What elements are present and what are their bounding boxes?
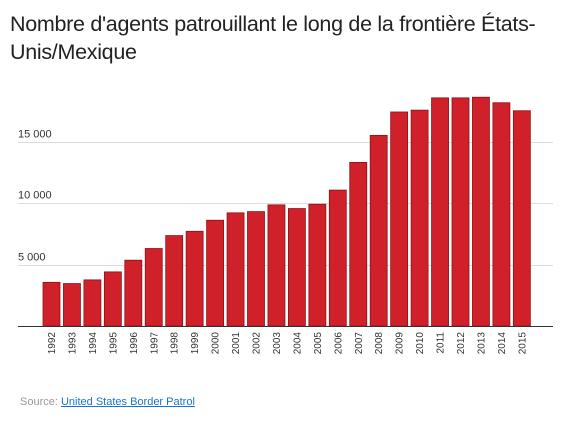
bars <box>42 96 531 327</box>
bar <box>287 208 306 327</box>
x-tick-label: 1996 <box>129 332 140 355</box>
x-tick-label: 2002 <box>252 332 263 355</box>
bar <box>410 109 429 327</box>
y-tick-label: 5 000 <box>18 252 46 264</box>
bar <box>431 97 449 327</box>
bar <box>185 230 204 327</box>
x-tick-label: 2001 <box>231 332 242 355</box>
bar <box>63 283 81 327</box>
bar <box>144 248 163 327</box>
x-tick-label: 1998 <box>170 332 181 355</box>
bar <box>472 96 490 327</box>
chart-title: Nombre d'agents patrouillant le long de … <box>10 12 536 64</box>
x-tick-label: 1999 <box>190 332 201 355</box>
x-tick-label: 2000 <box>211 332 222 355</box>
x-tick-label: 2009 <box>395 332 406 355</box>
x-tick-label: 1992 <box>47 332 58 355</box>
x-tick-label: 1995 <box>108 332 119 355</box>
y-tick-label: 15 000 <box>18 129 52 141</box>
bar <box>512 110 531 327</box>
x-tick-label: 2015 <box>517 332 528 355</box>
x-tick-label: 2003 <box>272 332 283 355</box>
bar <box>165 235 184 327</box>
bar <box>328 189 347 327</box>
x-tick-label: 1994 <box>88 332 99 355</box>
x-tick-label: 2008 <box>374 332 385 355</box>
x-tick-label: 2013 <box>476 332 487 355</box>
x-axis-tick-labels: 1992 1993 1994 1995 1996 1997 1998 1999 2000 2001… <box>47 332 528 355</box>
x-tick-label: 1997 <box>149 332 160 355</box>
bar <box>390 111 409 327</box>
x-tick-label: 2005 <box>313 332 324 355</box>
x-tick-label: 2004 <box>292 332 303 355</box>
bar <box>492 102 511 327</box>
bar <box>83 279 102 327</box>
source-note: Source: United States Border Patrol <box>20 396 195 408</box>
x-tick-label: 2014 <box>497 332 508 355</box>
x-tick-label: 2012 <box>456 332 467 355</box>
bar <box>349 162 368 327</box>
source-label: Source: <box>20 396 58 408</box>
bar <box>103 271 122 327</box>
y-tick-label: 10 000 <box>18 190 52 202</box>
bar <box>451 97 470 327</box>
bar <box>267 204 286 327</box>
y-axis-tick-labels: 5 000 10 000 15 000 <box>18 129 52 264</box>
x-tick-label: 2006 <box>333 332 344 355</box>
bar <box>247 211 265 327</box>
bar <box>42 281 61 327</box>
x-tick-label: 2007 <box>354 332 365 355</box>
source-link[interactable]: United States Border Patrol <box>60 396 195 408</box>
x-tick-label: 2011 <box>436 332 447 354</box>
x-tick-label: 2010 <box>415 332 426 355</box>
bar <box>226 212 245 327</box>
bar <box>206 219 225 327</box>
bar <box>308 203 327 327</box>
bar <box>369 134 388 327</box>
bar <box>124 259 143 327</box>
x-tick-label: 1993 <box>67 332 78 355</box>
